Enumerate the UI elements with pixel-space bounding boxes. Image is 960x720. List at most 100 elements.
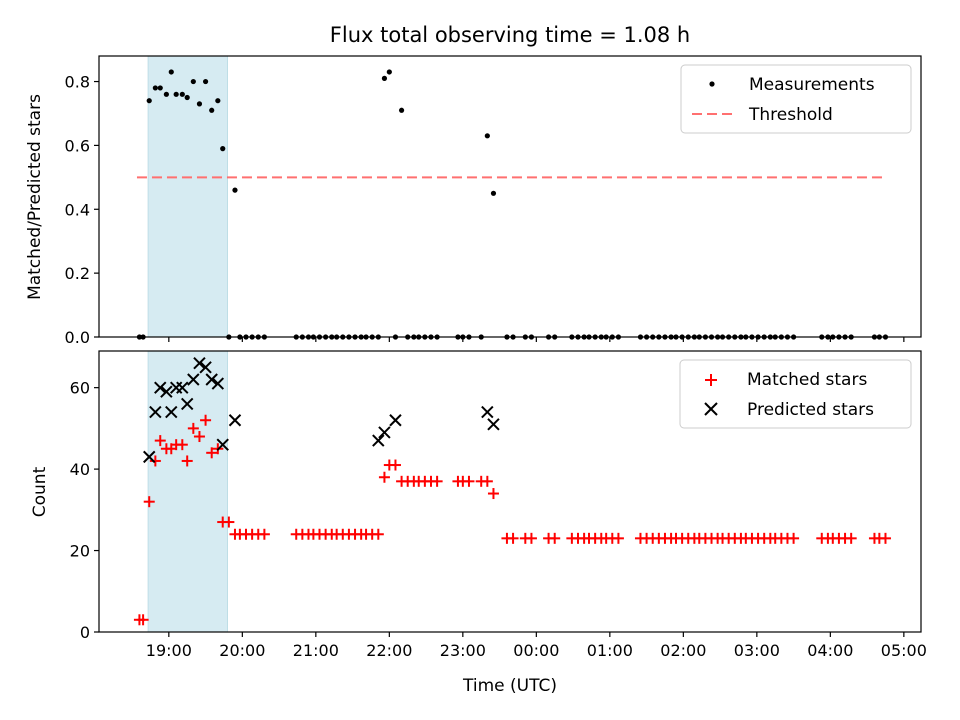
matched-star-point xyxy=(200,414,212,426)
measurement-point xyxy=(386,69,392,75)
legend-measurements-label: Measurements xyxy=(749,75,875,95)
measurement-point xyxy=(184,94,190,101)
measurement-point xyxy=(190,78,196,85)
matched-star-point xyxy=(507,532,519,544)
top-highlight-span xyxy=(147,55,228,338)
x-tick-label: 19:00 xyxy=(146,641,192,660)
x-tick-label: 05:00 xyxy=(881,641,927,660)
matched-star-point xyxy=(372,528,384,540)
x-b xyxy=(228,414,242,427)
x-b xyxy=(160,385,173,398)
x-tick-label: 03:00 xyxy=(734,641,780,660)
top-plot-frame xyxy=(98,55,922,338)
y-tick-label: 0 xyxy=(80,623,90,642)
top-legend: Measurements Threshold xyxy=(680,64,912,134)
predicted-star-point xyxy=(205,373,218,386)
x-axis-label: Time (UTC) xyxy=(462,676,557,696)
top-panel: 0.00.20.40.60.8 Matched/Predicted stars … xyxy=(25,55,922,347)
x-tick-label: 22:00 xyxy=(366,641,412,660)
measurement-point xyxy=(146,98,152,104)
y-tick-label: 0.8 xyxy=(65,73,90,92)
predicted-star-point xyxy=(176,381,189,394)
matched-star-point xyxy=(481,475,493,487)
predicted-star-point xyxy=(372,434,385,447)
measurement-point xyxy=(232,187,238,193)
x-b xyxy=(176,381,189,394)
matched-star-point xyxy=(176,439,188,451)
predicted-star-point xyxy=(199,361,212,374)
measurement-point xyxy=(152,85,158,91)
measurement-point xyxy=(490,190,497,196)
y-tick-label: 0.4 xyxy=(65,200,90,219)
x-b xyxy=(372,434,385,447)
predicted-star-point xyxy=(193,357,206,370)
x-b xyxy=(216,438,229,451)
top-y-axis: 0.0 0.2 0.4 0.6 0.8 xyxy=(65,73,99,347)
measurement-point xyxy=(163,91,169,97)
measurement-point xyxy=(484,133,490,139)
bottom-y-axis: 0 20 40 60 xyxy=(70,379,99,642)
legend-matched-marker xyxy=(705,374,717,386)
matched-star-point xyxy=(187,422,199,434)
bottom-panel: 0 20 40 60 19:00 20:00 21:00 22:00 23:00 00:00 01… xyxy=(30,350,927,696)
measurement-point xyxy=(398,107,405,113)
legend-matched-label: Matched stars xyxy=(747,370,867,390)
top-y-axis-label: Matched/Predicted stars xyxy=(25,94,45,300)
measurement-point xyxy=(215,98,221,104)
top-legend-box xyxy=(680,64,912,134)
x-b xyxy=(389,414,402,427)
measurement-point xyxy=(196,101,203,107)
x-b xyxy=(165,405,178,419)
x-tick-label: 20:00 xyxy=(219,641,265,660)
x-tick-label: 04:00 xyxy=(807,641,853,660)
matched-star-point xyxy=(612,532,624,544)
bottom-x-axis: 19:00 20:00 21:00 22:00 23:00 00:00 01:00 02:00… xyxy=(146,632,927,660)
predicted-stars-points xyxy=(143,357,500,464)
y-tick-label: 0.2 xyxy=(65,264,90,283)
measurement-point xyxy=(173,91,179,97)
bottom-plot-frame xyxy=(98,350,922,633)
measurement-point xyxy=(381,75,388,81)
matched-star-point xyxy=(879,532,891,544)
matched-star-point xyxy=(223,516,235,528)
legend-measurements-marker xyxy=(709,81,715,87)
x-tick-label: 02:00 xyxy=(660,641,706,660)
x-b xyxy=(211,377,225,390)
measurement-point xyxy=(209,107,215,113)
matched-star-point xyxy=(549,532,561,544)
y-tick-label: 40 xyxy=(70,460,90,479)
x-b xyxy=(154,381,167,394)
matched-star-point xyxy=(149,455,161,467)
x-b xyxy=(205,373,218,386)
predicted-star-point xyxy=(149,405,162,419)
chart-title: Flux total observing time = 1.08 h xyxy=(330,23,690,47)
legend-predicted-label: Predicted stars xyxy=(747,400,874,420)
matched-star-point xyxy=(193,431,205,443)
predicted-star-point xyxy=(165,405,178,419)
matched-star-point xyxy=(378,471,390,483)
predicted-star-point xyxy=(487,418,500,431)
matched-star-point xyxy=(137,614,149,626)
matched-star-point xyxy=(788,532,800,544)
predicted-star-point xyxy=(180,397,194,411)
measurement-point xyxy=(202,78,209,85)
predicted-star-point xyxy=(216,438,229,451)
predicted-star-point xyxy=(154,381,167,394)
matched-star-point xyxy=(206,447,218,459)
matched-star-point xyxy=(487,488,499,500)
matched-star-point xyxy=(143,496,155,508)
top-x-ticks xyxy=(168,337,905,342)
predicted-star-point xyxy=(160,385,173,398)
x-tick-label: 23:00 xyxy=(440,641,486,660)
x-tick-label: 21:00 xyxy=(293,641,339,660)
bottom-y-axis-label: Count xyxy=(30,466,50,517)
y-tick-label: 0.0 xyxy=(65,328,90,347)
bottom-legend: Matched stars Predicted stars xyxy=(679,359,912,429)
x-b xyxy=(378,426,391,439)
measurement-point xyxy=(157,85,163,91)
bottom-legend-box xyxy=(679,359,912,429)
measurement-point xyxy=(220,146,226,152)
matched-star-point xyxy=(463,475,475,487)
legend-threshold-label: Threshold xyxy=(748,105,833,125)
